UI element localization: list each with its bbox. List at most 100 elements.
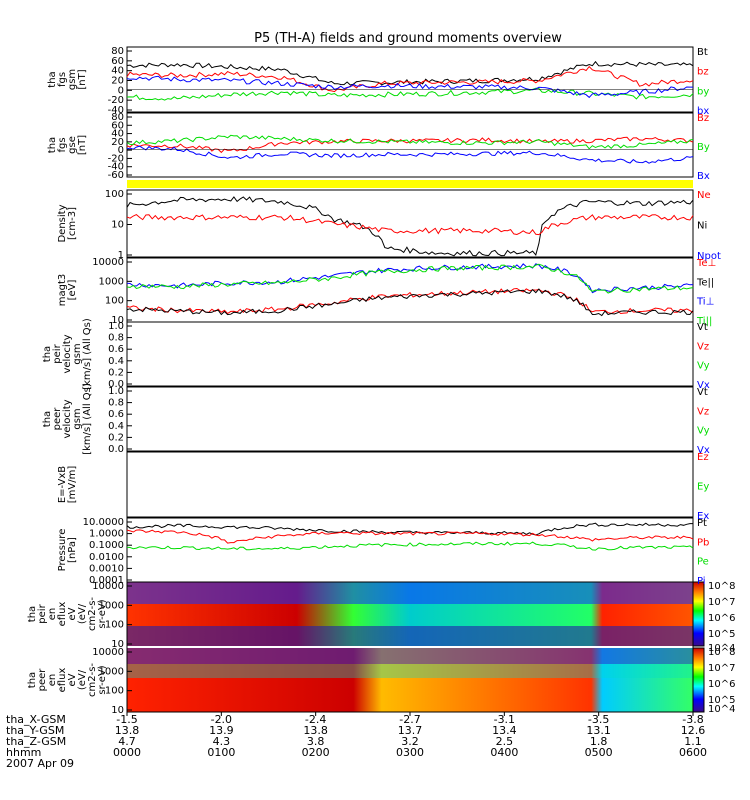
axis-value: 13.4 bbox=[492, 724, 517, 737]
axis-value: -3.1 bbox=[494, 713, 515, 726]
axis-value: 13.9 bbox=[209, 724, 234, 737]
y-tick-label: 100 bbox=[105, 686, 124, 697]
y-axis-label: magt3 bbox=[57, 274, 68, 307]
y-tick-label: -20 bbox=[108, 153, 124, 164]
y-axis-label: gsm bbox=[72, 343, 83, 364]
legend-entry: Vz bbox=[697, 406, 709, 417]
y-axis-label: en bbox=[47, 608, 58, 621]
date-label: 2007 Apr 09 bbox=[6, 757, 74, 770]
axis-value: 1.1 bbox=[684, 735, 702, 748]
series-line-Ne bbox=[126, 214, 694, 236]
axis-value: 3.8 bbox=[307, 735, 325, 748]
panel-frames bbox=[126, 46, 694, 583]
y-axis-label: [nT] bbox=[77, 69, 88, 89]
series-line-Ti⊥ bbox=[126, 263, 694, 294]
series-line-bx bbox=[126, 75, 693, 99]
y-tick-label: 80 bbox=[111, 112, 124, 123]
colorbar-label: 10^4 bbox=[708, 643, 735, 654]
y-axis-label: E=-VxB bbox=[57, 466, 68, 503]
y-axis-label: fgs bbox=[57, 72, 68, 87]
y-axis-label: Density bbox=[57, 204, 68, 242]
y-axis-label: peir bbox=[52, 343, 63, 363]
y-tick-label: 0 bbox=[118, 85, 124, 96]
series-line-Bx bbox=[126, 145, 694, 164]
series-line-Te⊥ bbox=[126, 287, 694, 315]
axis-value: 0600 bbox=[679, 746, 707, 759]
y-axis-label: peer bbox=[37, 668, 48, 692]
y-tick-label: 0.4 bbox=[108, 421, 124, 432]
y-tick-label: 0.0010 bbox=[89, 563, 124, 574]
y-axis-label: tha bbox=[27, 606, 38, 622]
y-tick-label: -40 bbox=[108, 162, 124, 173]
y-axis-label: eflux bbox=[57, 602, 68, 627]
y-tick-label: 0.2 bbox=[108, 432, 124, 443]
legend-entry: Pt bbox=[697, 518, 707, 529]
y-tick-label: 100 bbox=[105, 296, 124, 307]
colorbar-label: 10^5 bbox=[708, 695, 735, 706]
panel-efield-frame bbox=[126, 451, 694, 518]
y-tick-label: 80 bbox=[111, 46, 124, 57]
panel-peer-velocity-frame bbox=[126, 386, 694, 452]
y-tick-label: 20 bbox=[111, 76, 124, 87]
panel-fgs-gse-frame bbox=[126, 112, 694, 178]
legend-entry: Ne bbox=[697, 190, 711, 201]
axis-value: 13.1 bbox=[586, 724, 611, 737]
axis-value: 0000 bbox=[113, 746, 141, 759]
time-axis: tha_X-GSM tha_Y-GSM tha_Z-GSM hhmm 2007 … bbox=[6, 712, 707, 770]
series-line-Ti|| bbox=[126, 263, 694, 294]
y-axis-label: cm2-s- bbox=[87, 597, 98, 631]
colorbar-label: 10^6 bbox=[708, 679, 735, 690]
legend-entry: Ni bbox=[697, 221, 707, 232]
colorbar-label: 10^8 bbox=[708, 581, 735, 592]
y-tick-label: -60 bbox=[108, 170, 124, 181]
legend-entry: Vy bbox=[697, 361, 710, 372]
legend-entry: Pb bbox=[697, 537, 709, 548]
y-axis-label: (eV/ bbox=[77, 669, 88, 690]
y-tick-label: 10000 bbox=[92, 257, 124, 268]
y-axis-label: tha bbox=[42, 346, 53, 362]
axis-value: 4.7 bbox=[118, 735, 136, 748]
legend-entry: Vy bbox=[697, 426, 710, 437]
legend-entry: Ti|| bbox=[696, 316, 712, 327]
y-tick-label: 0.0 bbox=[108, 379, 124, 390]
y-tick-label: 0.4 bbox=[108, 356, 124, 367]
axis-value: 1.8 bbox=[590, 735, 608, 748]
chart-title: P5 (TH-A) fields and ground moments over… bbox=[254, 31, 562, 46]
y-axis-label: [cm-3] bbox=[67, 207, 78, 240]
y-tick-label: 0.0001 bbox=[89, 575, 124, 586]
y-axis-label: tha bbox=[47, 71, 58, 87]
legend-entry: Pe bbox=[697, 557, 709, 568]
y-axis-label: gsm bbox=[72, 408, 83, 429]
panel-density-frame bbox=[126, 189, 694, 258]
axis-value: -2.4 bbox=[305, 713, 326, 726]
y-tick-label: 1000 bbox=[99, 600, 124, 611]
y-axis-label: peir bbox=[37, 603, 48, 623]
axis-value: 0400 bbox=[490, 746, 518, 759]
y-tick-label: 60 bbox=[111, 56, 124, 67]
panel-peir-velocity-frame bbox=[126, 321, 694, 387]
axis-value: 4.3 bbox=[213, 735, 231, 748]
legend-entry: Ti⊥ bbox=[696, 297, 714, 308]
series-line-Pt bbox=[126, 522, 693, 536]
legend-entry: Vx bbox=[697, 380, 710, 391]
y-tick-label: 1.0 bbox=[108, 321, 124, 332]
y-tick-label: 1.0 bbox=[108, 386, 124, 397]
axis-row-label: tha_Z-GSM bbox=[6, 735, 66, 748]
y-axis-label: [nPa] bbox=[67, 537, 78, 563]
y-tick-label: 40 bbox=[111, 129, 124, 140]
colorbar-label: 10^7 bbox=[708, 663, 735, 674]
legend-entry: Bt bbox=[697, 47, 708, 58]
series-line-Pb bbox=[126, 529, 694, 544]
y-tick-label: 100 bbox=[105, 620, 124, 631]
series-line-bz bbox=[126, 65, 694, 93]
y-axis-label: eV bbox=[67, 673, 78, 686]
legend-entry: Ex bbox=[697, 511, 709, 522]
series-line-Bz bbox=[126, 136, 694, 154]
axis-value: -3.5 bbox=[588, 713, 609, 726]
y-tick-label: 10000 bbox=[92, 647, 124, 658]
y-tick-label: 40 bbox=[111, 66, 124, 77]
y-tick-label: -20 bbox=[108, 95, 124, 106]
axis-value: 2.5 bbox=[496, 735, 514, 748]
